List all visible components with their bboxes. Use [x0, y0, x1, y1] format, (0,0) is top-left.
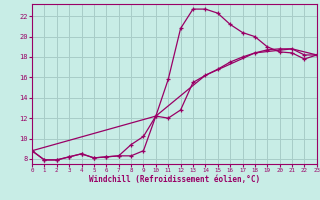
- X-axis label: Windchill (Refroidissement éolien,°C): Windchill (Refroidissement éolien,°C): [89, 175, 260, 184]
